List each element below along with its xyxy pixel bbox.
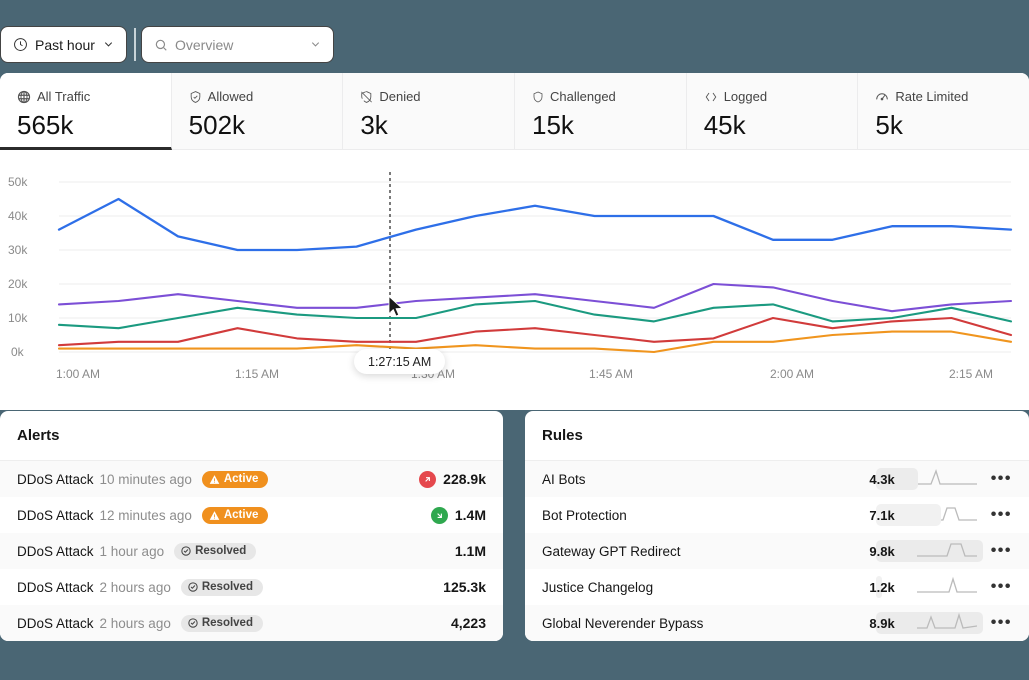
svg-text:2:15 AM: 2:15 AM — [949, 367, 993, 381]
svg-text:30k: 30k — [8, 243, 28, 257]
svg-text:0k: 0k — [11, 345, 25, 359]
svg-text:1:15 AM: 1:15 AM — [235, 367, 279, 381]
svg-text:2:00 AM: 2:00 AM — [770, 367, 814, 381]
svg-text:10k: 10k — [8, 311, 28, 325]
svg-text:20k: 20k — [8, 277, 28, 291]
svg-text:50k: 50k — [8, 175, 28, 189]
svg-text:1:00 AM: 1:00 AM — [56, 367, 100, 381]
svg-text:1:45 AM: 1:45 AM — [589, 367, 633, 381]
svg-text:40k: 40k — [8, 209, 28, 223]
